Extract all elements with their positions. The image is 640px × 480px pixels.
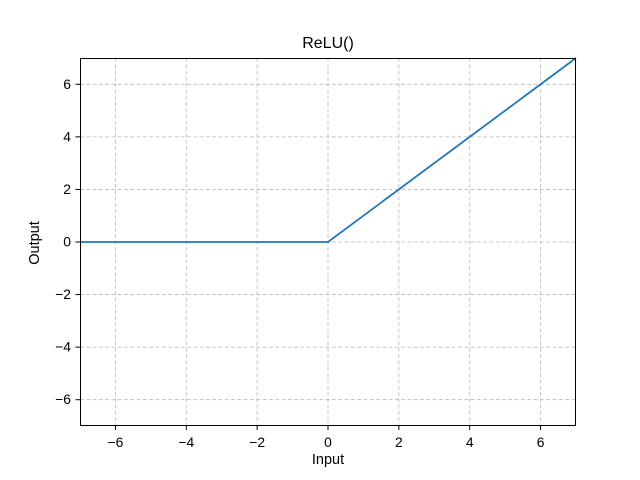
svg-text:6: 6 bbox=[537, 434, 545, 450]
svg-text:4: 4 bbox=[466, 434, 474, 450]
svg-text:Input: Input bbox=[312, 452, 344, 468]
svg-text:4: 4 bbox=[63, 129, 71, 145]
svg-text:−4: −4 bbox=[55, 339, 71, 355]
svg-text:−6: −6 bbox=[108, 434, 124, 450]
svg-text:−6: −6 bbox=[55, 391, 71, 407]
svg-text:2: 2 bbox=[63, 181, 71, 197]
svg-text:ReLU(): ReLU() bbox=[302, 35, 354, 52]
svg-text:−2: −2 bbox=[249, 434, 265, 450]
svg-text:Output: Output bbox=[27, 221, 43, 265]
svg-text:2: 2 bbox=[395, 434, 403, 450]
svg-text:0: 0 bbox=[63, 234, 71, 250]
svg-text:6: 6 bbox=[63, 76, 71, 92]
svg-text:−2: −2 bbox=[55, 286, 71, 302]
svg-text:0: 0 bbox=[324, 434, 332, 450]
svg-text:−4: −4 bbox=[178, 434, 194, 450]
